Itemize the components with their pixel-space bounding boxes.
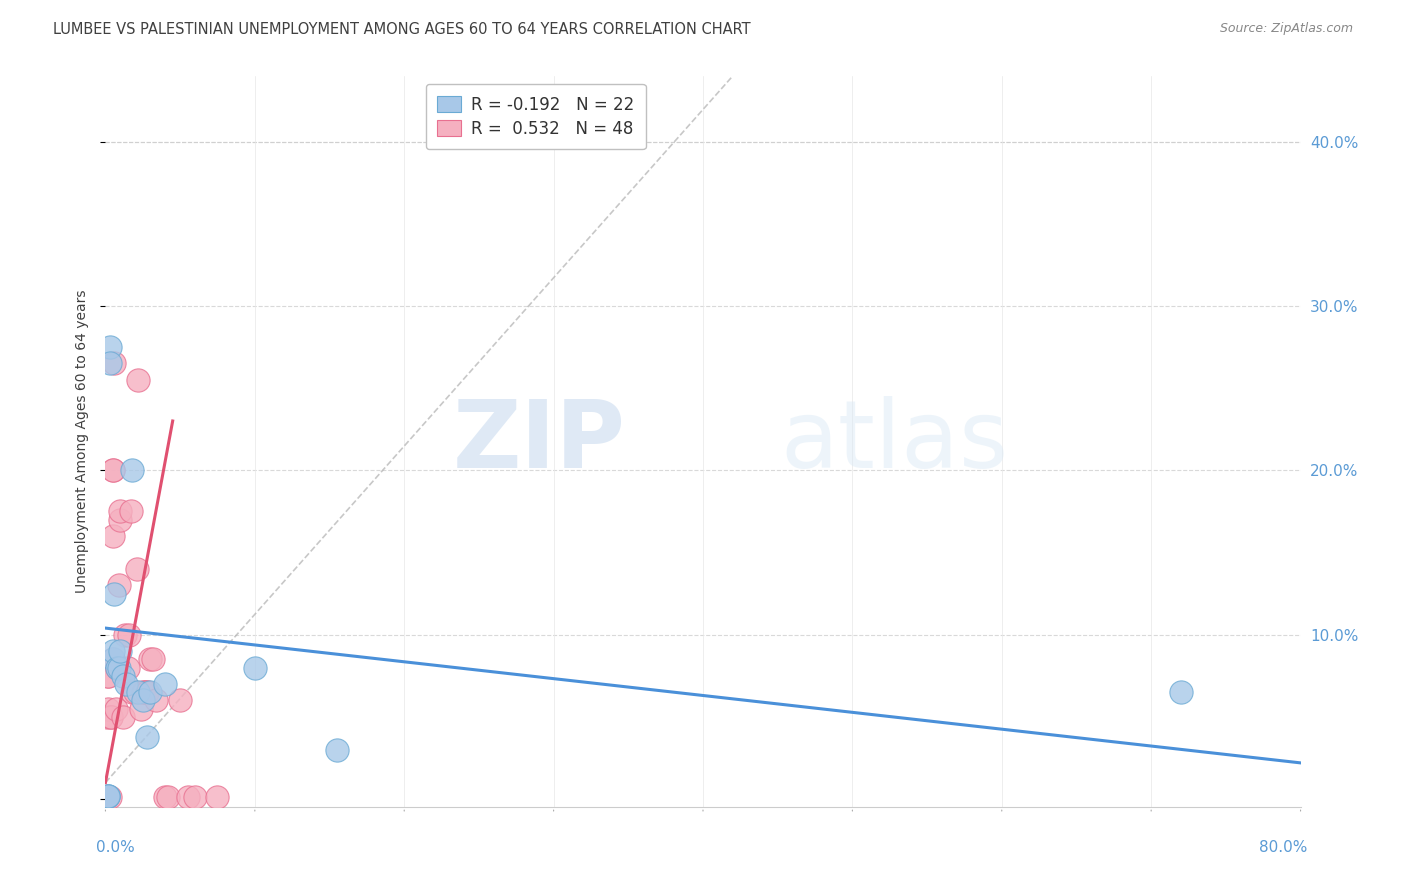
Point [97, 789, 120, 803]
Point [110, 644, 132, 658]
Y-axis label: Unemployment Among Ages 60 to 64 years: Unemployment Among Ages 60 to 64 years [76, 290, 90, 593]
Point [139, 652, 162, 666]
Point [121, 685, 143, 699]
Point [134, 685, 156, 699]
Point [103, 586, 125, 600]
Text: 0.0%: 0.0% [96, 839, 135, 855]
Point [176, 790, 198, 805]
Point [98, 340, 121, 354]
Point [207, 790, 229, 805]
Point [112, 710, 135, 724]
Point [1170, 685, 1192, 699]
Point [184, 790, 207, 805]
Point [155, 677, 177, 691]
Point [96, 790, 118, 805]
Text: ZIP: ZIP [453, 395, 626, 488]
Point [108, 660, 131, 674]
Point [169, 693, 191, 707]
Point [103, 356, 125, 370]
Point [101, 644, 124, 658]
Point [125, 562, 148, 576]
Text: 80.0%: 80.0% [1260, 839, 1308, 855]
Point [96, 790, 118, 805]
Point [127, 685, 149, 699]
Point [100, 710, 122, 724]
Point [96, 790, 118, 805]
Point [139, 685, 162, 699]
Point [101, 529, 124, 543]
Point [136, 685, 159, 699]
Point [124, 685, 146, 699]
Point [98, 790, 121, 805]
Point [96, 710, 118, 724]
Point [97, 701, 120, 715]
Text: LUMBEE VS PALESTINIAN UNEMPLOYMENT AMONG AGES 60 TO 64 YEARS CORRELATION CHART: LUMBEE VS PALESTINIAN UNEMPLOYMENT AMONG… [53, 22, 751, 37]
Point [110, 504, 132, 518]
Point [142, 652, 165, 666]
Legend: R = -0.192   N = 22, R =  0.532   N = 48: R = -0.192 N = 22, R = 0.532 N = 48 [426, 84, 645, 149]
Text: Source: ZipAtlas.com: Source: ZipAtlas.com [1219, 22, 1353, 36]
Point [96, 790, 118, 805]
Point [145, 693, 167, 707]
Point [101, 652, 124, 666]
Point [96, 790, 118, 805]
Point [115, 677, 138, 691]
Point [100, 710, 122, 724]
Point [136, 730, 159, 744]
Point [96, 790, 118, 805]
Point [114, 628, 136, 642]
Point [110, 513, 132, 527]
Point [129, 701, 153, 715]
Point [157, 790, 180, 805]
Point [120, 504, 142, 518]
Point [155, 790, 177, 805]
Point [112, 669, 135, 683]
Point [107, 660, 129, 674]
Point [243, 660, 266, 674]
Point [97, 669, 120, 683]
Point [96, 790, 118, 805]
Point [132, 685, 155, 699]
Point [117, 660, 139, 674]
Point [326, 743, 349, 757]
Point [101, 652, 124, 666]
Point [98, 356, 121, 370]
Point [96, 790, 118, 805]
Point [97, 789, 120, 803]
Point [107, 660, 129, 674]
Text: atlas: atlas [780, 395, 1010, 488]
Point [101, 463, 124, 477]
Point [97, 669, 120, 683]
Point [104, 701, 127, 715]
Point [101, 463, 124, 477]
Point [97, 789, 120, 803]
Point [132, 693, 155, 707]
Point [136, 685, 159, 699]
Point [118, 628, 141, 642]
Point [127, 373, 149, 387]
Point [121, 463, 143, 477]
Point [108, 578, 131, 592]
